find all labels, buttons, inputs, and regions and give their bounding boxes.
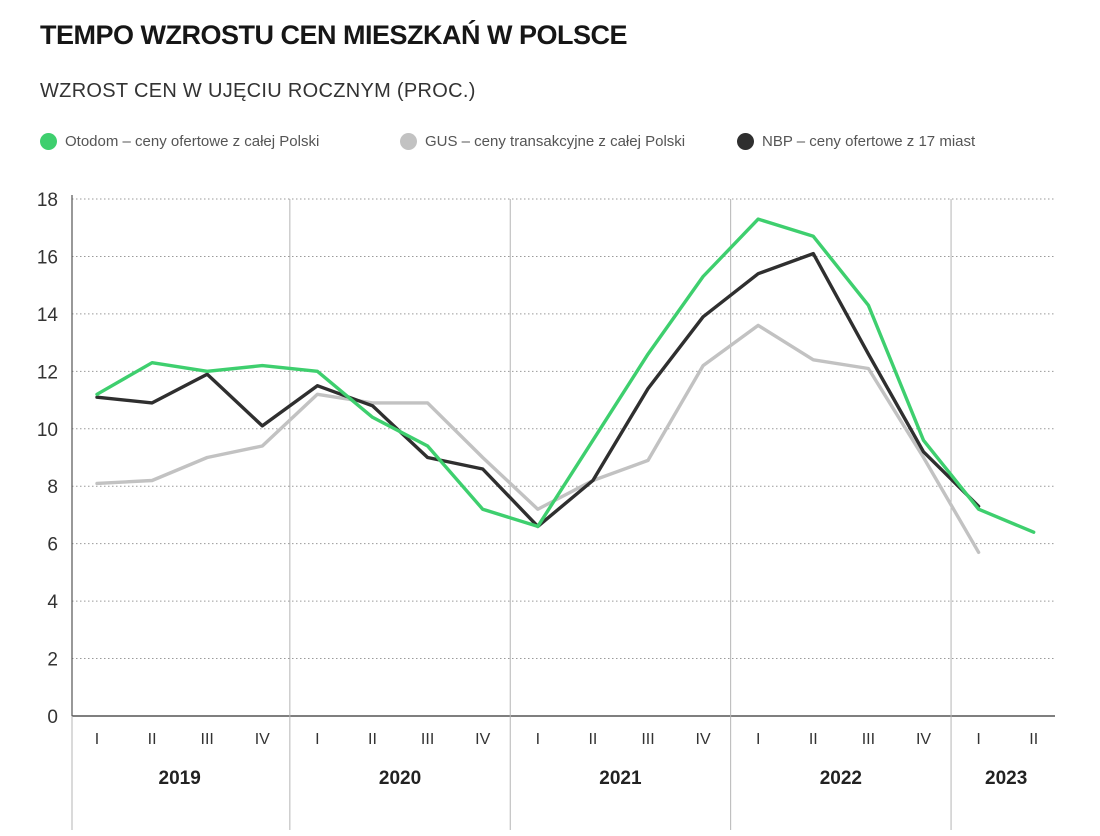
x-tick-label: IV <box>916 731 931 748</box>
x-tick-label: III <box>862 731 875 748</box>
chart-subtitle: WZROST CEN W UJĘCIU ROCZNYM (PROC.) <box>40 80 476 102</box>
x-tick-label: III <box>641 731 654 748</box>
series-line-gus <box>95 323 981 554</box>
legend-dot-nbp <box>737 133 754 150</box>
y-tick-label: 14 <box>37 305 59 326</box>
y-tick-label: 2 <box>47 650 58 671</box>
x-tick-label: II <box>1029 731 1038 748</box>
legend-dot-gus <box>400 133 417 150</box>
x-tick-label: I <box>756 731 760 748</box>
y-tick-label: 12 <box>37 362 58 383</box>
legend-item-nbp: NBP – ceny ofertowe z 17 miast <box>737 133 975 150</box>
series-line-nbp <box>95 251 981 529</box>
year-label: 2020 <box>379 768 421 789</box>
legend-dot-otodom <box>40 133 57 150</box>
x-tick-label: I <box>95 731 99 748</box>
x-tick-label: I <box>315 731 319 748</box>
year-label: 2019 <box>159 768 201 789</box>
year-label: 2022 <box>820 768 862 789</box>
chart-title: TEMPO WZROSTU CEN MIESZKAŃ W POLSCE <box>40 20 628 50</box>
legend-item-gus: GUS – ceny transakcyjne z całej Polski <box>400 133 685 150</box>
x-tick-label: IV <box>255 731 270 748</box>
x-tick-label: IV <box>475 731 490 748</box>
x-tick-label: I <box>536 731 540 748</box>
legend-item-otodom: Otodom – ceny ofertowe z całej Polski <box>40 133 319 150</box>
legend-label-otodom: Otodom – ceny ofertowe z całej Polski <box>65 133 320 150</box>
x-tick-label: III <box>201 731 214 748</box>
legend-label-nbp: NBP – ceny ofertowe z 17 miast <box>762 133 976 150</box>
series-line-otodom <box>95 217 1036 534</box>
y-tick-label: 6 <box>47 535 58 556</box>
x-tick-label: II <box>809 731 818 748</box>
y-tick-label: 4 <box>47 592 58 613</box>
x-tick-label: I <box>976 731 980 748</box>
y-tick-label: 18 <box>37 190 58 211</box>
y-tick-label: 0 <box>47 707 58 728</box>
y-tick-label: 10 <box>37 420 58 441</box>
x-tick-label: III <box>421 731 434 748</box>
y-tick-label: 16 <box>37 247 58 268</box>
legend-label-gus: GUS – ceny transakcyjne z całej Polski <box>425 133 686 150</box>
x-tick-label: II <box>368 731 377 748</box>
x-tick-label: IV <box>696 731 711 748</box>
year-label: 2021 <box>599 768 642 789</box>
y-tick-label: 8 <box>47 477 58 498</box>
x-tick-label: II <box>588 731 597 748</box>
x-tick-label: II <box>148 731 157 748</box>
year-label: 2023 <box>985 768 1027 789</box>
